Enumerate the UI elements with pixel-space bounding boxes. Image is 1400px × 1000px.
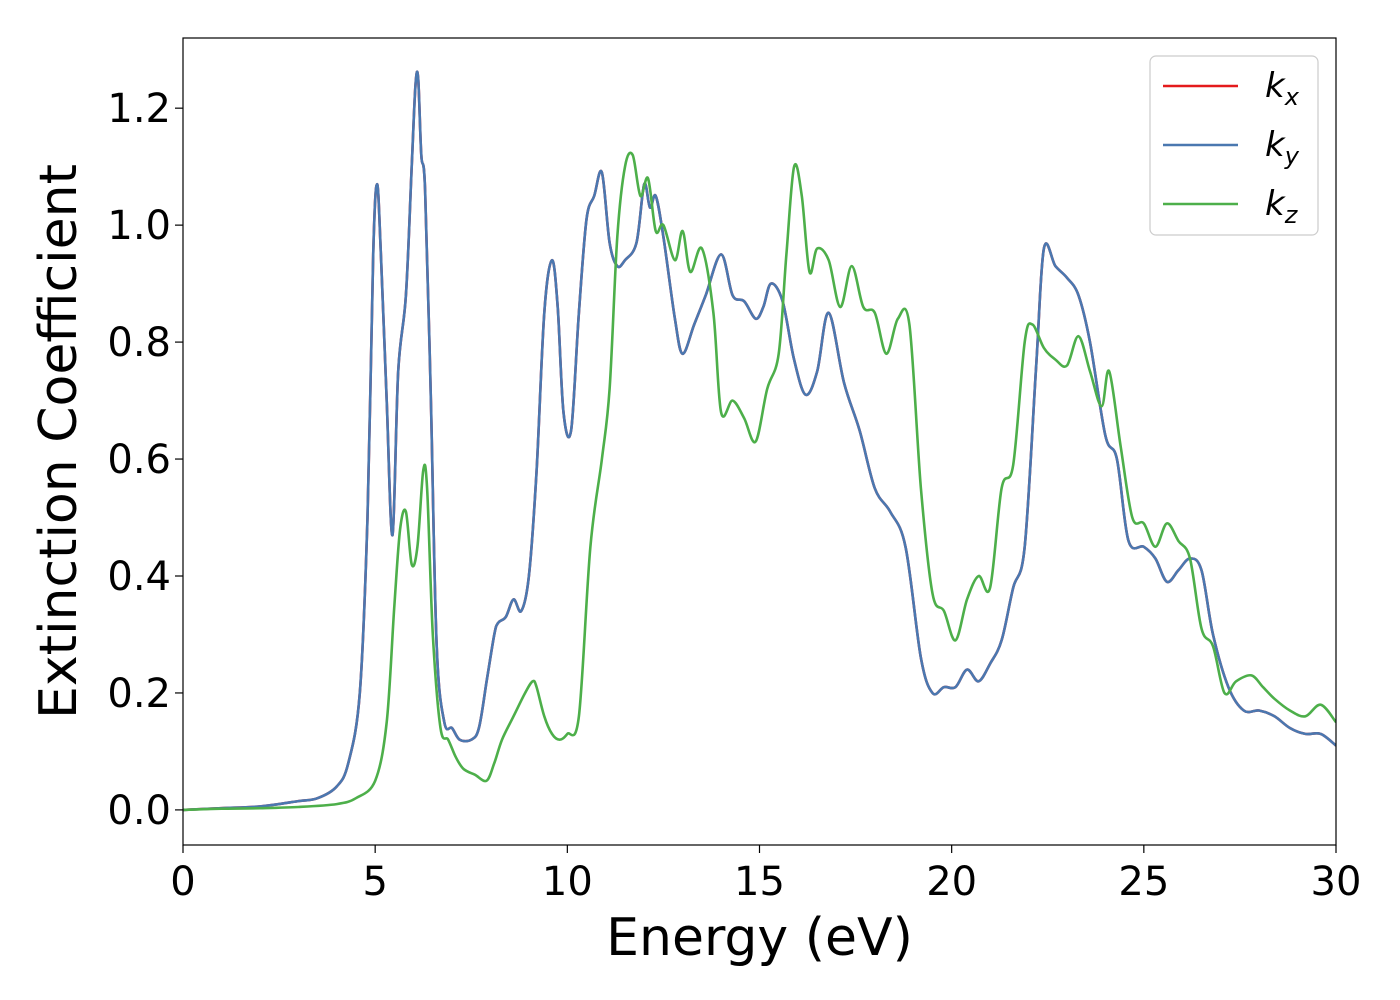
x-tick-label: 20 (926, 859, 977, 905)
x-axis-label: Energy (eV) (606, 908, 913, 968)
x-axis: 0 5 10 15 20 25 30 (170, 845, 1361, 905)
x-tick-label: 15 (734, 859, 785, 905)
y-tick-label: 0.2 (107, 671, 171, 717)
legend: kx ky kz (1149, 55, 1319, 236)
x-tick-label: 25 (1118, 859, 1169, 905)
x-tick-label: 5 (362, 859, 387, 905)
y-tick-label: 0.6 (107, 437, 171, 483)
x-tick-label: 30 (1311, 859, 1362, 905)
legend-label-ky: ky (1265, 125, 1300, 170)
legend-label-kx: kx (1265, 66, 1300, 111)
y-axis: 0.0 0.2 0.4 0.6 0.8 1.0 1.2 (107, 86, 183, 834)
y-tick-label: 0.0 (107, 788, 171, 834)
y-tick-label: 0.8 (107, 320, 171, 366)
series-line-kz (183, 151, 1336, 812)
legend-label-kz: kz (1265, 184, 1299, 229)
x-tick-label: 10 (542, 859, 593, 905)
y-tick-label: 1.2 (107, 86, 171, 132)
x-tick-label: 0 (170, 859, 195, 905)
y-axis-label: Extinction Coefficient (29, 164, 89, 719)
series-layer (183, 70, 1336, 812)
y-tick-label: 1.0 (107, 203, 171, 249)
y-tick-label: 0.4 (107, 554, 171, 600)
